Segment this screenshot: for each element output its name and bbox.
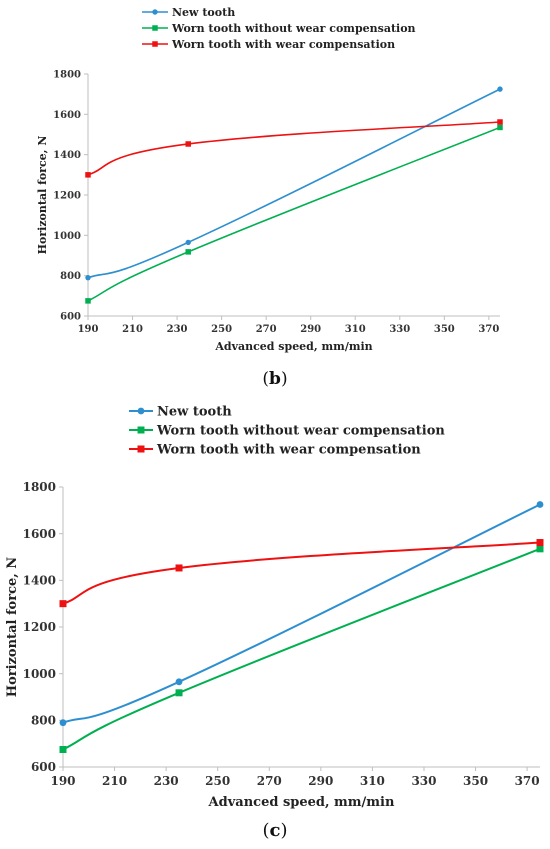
data-point [536, 539, 544, 547]
series-line-2 [62, 541, 541, 605]
x-tick-label: 190 [78, 324, 99, 335]
x-tick-label: 370 [478, 324, 499, 335]
series-line-0 [62, 503, 541, 724]
y-tick-label: 800 [60, 271, 81, 282]
data-point [175, 564, 183, 572]
legend-swatch-marker [137, 426, 145, 434]
x-tick-label: 370 [515, 774, 540, 788]
series-line-0 [87, 88, 501, 279]
legend-label: New tooth [157, 405, 232, 420]
y-tick-label: 600 [60, 312, 81, 323]
data-point [185, 141, 191, 147]
y-tick-label: 1000 [53, 231, 81, 242]
y-tick-label: 1200 [53, 191, 81, 202]
y-axis-title: Horizontal force, N [5, 557, 20, 697]
legend-swatch-marker [152, 25, 158, 31]
y-tick-label: 1400 [23, 574, 56, 588]
legend-swatch-marker [152, 41, 158, 47]
y-tick-label: 800 [31, 714, 56, 728]
y-axis-title: Horizontal force, N [36, 136, 49, 255]
legend-label: Worn tooth with wear compensation [156, 443, 421, 458]
x-tick-label: 250 [211, 324, 232, 335]
legend-swatch-marker [152, 9, 158, 15]
data-point [59, 600, 67, 608]
chart-panel-0: 600 800 1000 1200 1400 1600 1800 190 210 230 250 27… [36, 6, 503, 353]
legend-swatch-marker [137, 407, 145, 415]
x-axis-title: Advanced speed, mm/min [208, 795, 395, 810]
x-tick-label: 330 [411, 774, 436, 788]
data-point [59, 746, 67, 753]
data-point [175, 678, 183, 686]
x-tick-label: 270 [257, 774, 282, 788]
y-tick-label: 1600 [53, 110, 81, 121]
data-point [175, 689, 183, 697]
legend-swatch-marker [137, 445, 145, 453]
y-tick-label: 1400 [53, 150, 81, 161]
data-point [536, 501, 544, 508]
y-tick-label: 1800 [23, 480, 56, 494]
y-tick-label: 1600 [23, 527, 56, 541]
y-tick-label: 1200 [23, 620, 56, 634]
x-axis-title: Advanced speed, mm/min [214, 340, 372, 353]
legend-label: Worn tooth without wear compensation [171, 22, 416, 35]
data-point [536, 545, 544, 553]
series-line-1 [87, 126, 501, 302]
panel-label-b: (b) [262, 369, 287, 389]
x-tick-label: 210 [122, 324, 143, 335]
x-tick-label: 250 [205, 774, 230, 788]
x-tick-label: 230 [167, 324, 188, 335]
y-tick-label: 600 [31, 760, 56, 774]
data-point [185, 239, 191, 246]
chart-panel-1: 600 800 1000 1200 1400 1600 1800 190 210 230 250 27… [5, 405, 544, 810]
data-point [185, 249, 191, 255]
data-point [497, 119, 503, 125]
x-tick-label: 290 [308, 774, 333, 788]
data-point [85, 298, 91, 304]
legend-label: Worn tooth without wear compensation [156, 424, 445, 439]
x-tick-label: 230 [154, 774, 179, 788]
x-tick-label: 310 [345, 324, 366, 335]
data-point [497, 86, 503, 92]
y-tick-label: 1800 [53, 70, 81, 81]
legend-label: New tooth [172, 6, 235, 19]
data-point [497, 124, 503, 131]
y-tick-label: 1000 [23, 667, 56, 681]
x-tick-label: 350 [434, 324, 455, 335]
data-point [59, 719, 67, 727]
x-tick-label: 310 [360, 774, 385, 788]
series-line-2 [87, 121, 501, 176]
legend-label: Worn tooth with wear compensation [171, 38, 395, 51]
x-tick-label: 290 [300, 324, 321, 335]
data-point [85, 274, 91, 281]
x-tick-label: 350 [463, 774, 488, 788]
x-tick-label: 190 [50, 774, 75, 788]
x-tick-label: 330 [389, 324, 410, 335]
x-tick-label: 210 [102, 774, 127, 788]
data-point [85, 172, 91, 178]
x-tick-label: 270 [256, 324, 277, 335]
panel-label-c: (c) [262, 820, 287, 841]
series-line-1 [62, 547, 541, 751]
